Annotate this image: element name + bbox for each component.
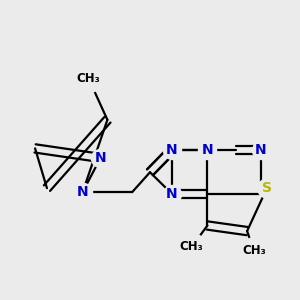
Text: N: N: [77, 185, 88, 199]
Text: N: N: [166, 187, 178, 201]
Text: N: N: [95, 151, 106, 165]
Text: S: S: [262, 181, 272, 195]
Text: CH₃: CH₃: [77, 72, 100, 85]
Text: CH₃: CH₃: [180, 241, 203, 254]
Text: N: N: [166, 143, 178, 157]
Text: N: N: [202, 143, 213, 157]
Text: CH₃: CH₃: [242, 244, 266, 257]
Text: N: N: [255, 143, 267, 157]
